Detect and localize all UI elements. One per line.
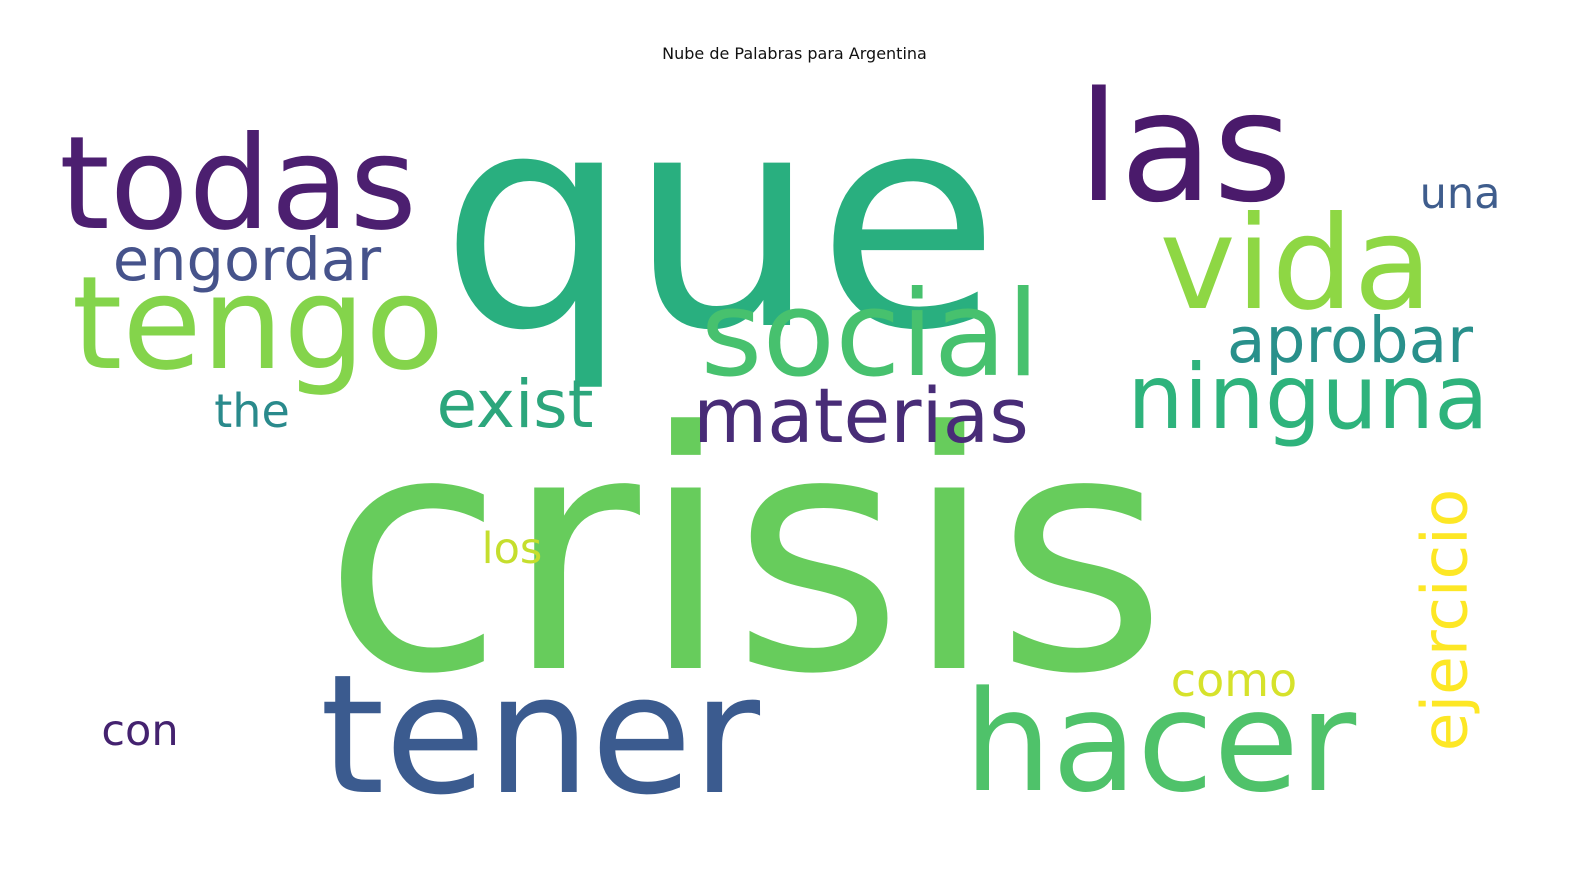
word-engordar: engordar — [113, 225, 382, 294]
word-todas: todas — [59, 109, 417, 259]
word-como: como — [1171, 653, 1297, 707]
word-ejercicio: ejercicio — [1409, 489, 1482, 751]
word-una: una — [1420, 169, 1501, 219]
word-social: social — [700, 266, 1039, 404]
word-las: las — [1078, 59, 1293, 236]
word-que: que — [440, 50, 1000, 396]
word-materias: materias — [693, 371, 1029, 460]
word-tengo: tengo — [72, 249, 445, 399]
word-exist: exist — [436, 366, 593, 443]
word-con: con — [101, 706, 178, 756]
word-ninguna: ninguna — [1127, 345, 1488, 449]
word-tener: tener — [320, 639, 760, 831]
word-the: the — [214, 384, 290, 438]
word-los: los — [482, 524, 543, 574]
word-hacer: hacer — [964, 661, 1357, 823]
word-crisis: crisis — [323, 362, 1167, 746]
word-vida: vida — [1159, 189, 1432, 339]
word-aprobar: aprobar — [1227, 304, 1473, 377]
chart-title: Nube de Palabras para Argentina — [662, 44, 927, 63]
